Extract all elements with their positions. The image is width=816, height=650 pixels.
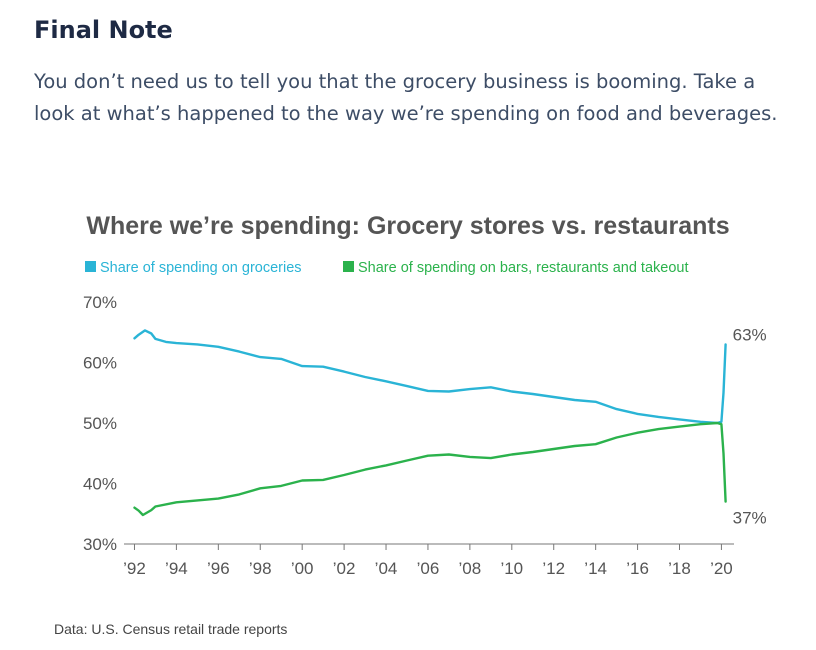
series-layer: [133, 329, 727, 517]
y-tick-label: 70%: [83, 293, 117, 312]
section-heading: Final Note: [34, 16, 173, 44]
x-tick-label: ’18: [668, 559, 691, 578]
x-tick-label: ’14: [584, 559, 607, 578]
restaurants-end-label: 37%: [733, 509, 767, 528]
x-tick-label: ’20: [710, 559, 733, 578]
x-tick-label: ’94: [165, 559, 188, 578]
legend-swatch-groceries: [85, 261, 96, 272]
x-tick-label: ’92: [123, 559, 146, 578]
y-tick-label: 50%: [83, 414, 117, 433]
source-note: Data: U.S. Census retail trade reports: [54, 621, 288, 637]
x-tick-label: ’04: [375, 559, 398, 578]
end-labels: 63% 37%: [733, 325, 767, 527]
intro-paragraph: You don’t need us to tell you that the g…: [34, 70, 778, 125]
groceries-line: [133, 329, 727, 425]
chart-title: Where we’re spending: Grocery stores vs.…: [86, 212, 729, 240]
y-tick-label: 30%: [83, 535, 117, 554]
x-tick-label: ’06: [417, 559, 440, 578]
y-axis: 30% 40% 50% 60% 70%: [83, 293, 117, 554]
restaurants-line: [133, 421, 727, 517]
x-tick-label: ’02: [333, 559, 356, 578]
legend: Share of spending on groceries Share of …: [85, 260, 689, 276]
x-axis: ’92 ’94 ’96 ’98 ’00 ’02 ’04 ’06 ’08 ’10 ’12 ’14 ’16 ’…: [123, 543, 734, 578]
y-tick-label: 60%: [83, 354, 117, 373]
legend-swatch-restaurants: [343, 261, 354, 272]
groceries-end-label: 63%: [733, 325, 767, 344]
x-tick-label: ’96: [207, 559, 230, 578]
x-tick-label: ’10: [500, 559, 523, 578]
y-tick-label: 40%: [83, 475, 117, 494]
x-tick-label: ’16: [626, 559, 649, 578]
legend-label-groceries: Share of spending on groceries: [100, 260, 302, 276]
x-tick-label: ’08: [459, 559, 482, 578]
x-tick-label: ’00: [291, 559, 314, 578]
line-chart: Where we’re spending: Grocery stores vs.…: [83, 212, 767, 578]
x-tick-label: ’12: [542, 559, 565, 578]
x-tick-label: ’98: [249, 559, 272, 578]
legend-label-restaurants: Share of spending on bars, restaurants a…: [358, 260, 689, 276]
